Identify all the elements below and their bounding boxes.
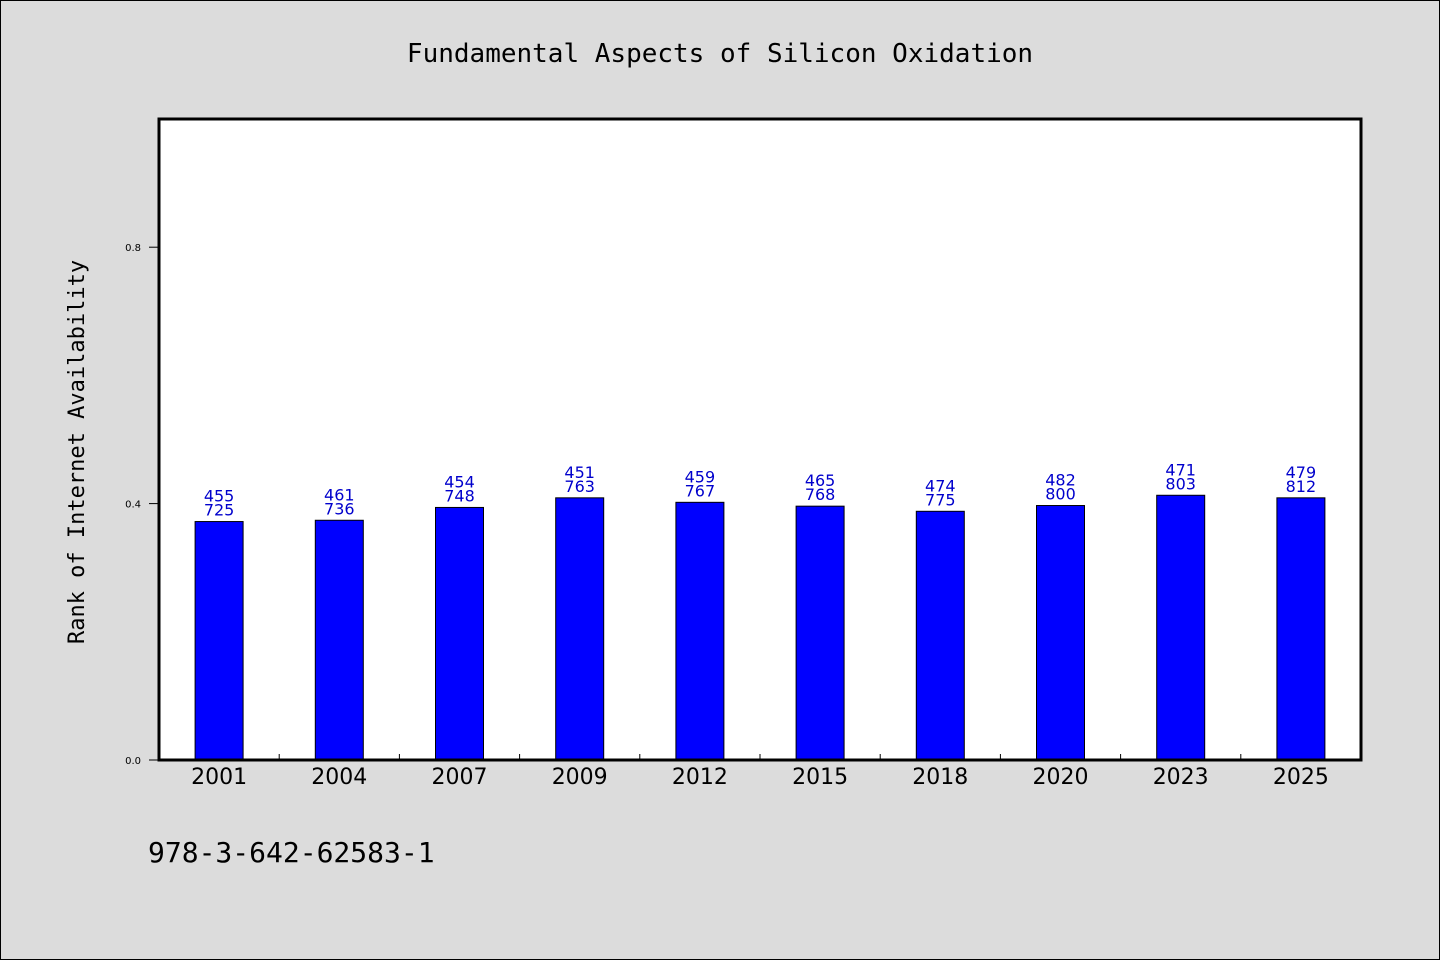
bar-value-label-top: 454: [444, 472, 475, 491]
bar: [795, 505, 845, 761]
bar: [435, 506, 484, 761]
x-tick-label: 2007: [432, 765, 488, 790]
plot-border: [157, 117, 1363, 762]
x-tick-label: 2012: [672, 765, 728, 790]
x-tick-label: 2023: [1153, 765, 1209, 790]
x-tick-label: 2001: [191, 765, 247, 790]
bar-value-label-top: 479: [1286, 463, 1317, 482]
bar-value-label-top: 461: [324, 485, 355, 504]
y-tick-label: 0.4: [125, 500, 141, 511]
bar: [314, 519, 364, 761]
bar-value-label-bottom: 767: [685, 481, 716, 500]
bar-value-label-bottom: 748: [444, 486, 475, 505]
bar-value-label-top: 455: [204, 487, 235, 506]
bar-value-label-top: 465: [805, 471, 836, 490]
bar-value-label-top: 451: [564, 463, 595, 482]
y-axis-label: Rank of Internet Availability: [65, 260, 90, 644]
bar: [1276, 497, 1326, 761]
bar-value-label-top: 459: [685, 467, 716, 486]
bar-value-label-bottom: 725: [204, 501, 235, 520]
bar-value-label-bottom: 812: [1286, 477, 1317, 496]
x-tick-label: 2018: [912, 765, 968, 790]
bar-value-label-bottom: 768: [805, 485, 836, 504]
bar: [1156, 494, 1206, 761]
bar-value-label-bottom: 763: [564, 477, 595, 496]
x-tick-label: 2020: [1033, 765, 1089, 790]
x-tick-label: 2009: [552, 765, 608, 790]
bar-value-label-top: 471: [1165, 460, 1196, 479]
bar: [915, 510, 965, 761]
isbn-text: 978-3-642-62583-1: [148, 836, 435, 869]
bar-value-label-top: 482: [1045, 471, 1076, 490]
bar-value-label-bottom: 775: [925, 490, 956, 509]
bar-value-label-bottom: 800: [1045, 485, 1076, 504]
chart-title: Fundamental Aspects of Silicon Oxidation: [407, 39, 1033, 69]
y-tick-label: 0.0: [125, 756, 141, 767]
bar-value-label-bottom: 736: [324, 499, 355, 518]
bar: [1036, 505, 1085, 761]
bar: [555, 497, 605, 761]
bar-value-label-bottom: 803: [1165, 474, 1196, 493]
bar: [194, 521, 244, 761]
y-tick-label: 0.8: [125, 243, 141, 254]
x-tick-label: 2025: [1273, 765, 1329, 790]
bar-value-label-top: 474: [925, 476, 956, 495]
x-tick-label: 2015: [792, 765, 848, 790]
x-tick-label: 2004: [311, 765, 367, 790]
bar: [675, 501, 725, 761]
